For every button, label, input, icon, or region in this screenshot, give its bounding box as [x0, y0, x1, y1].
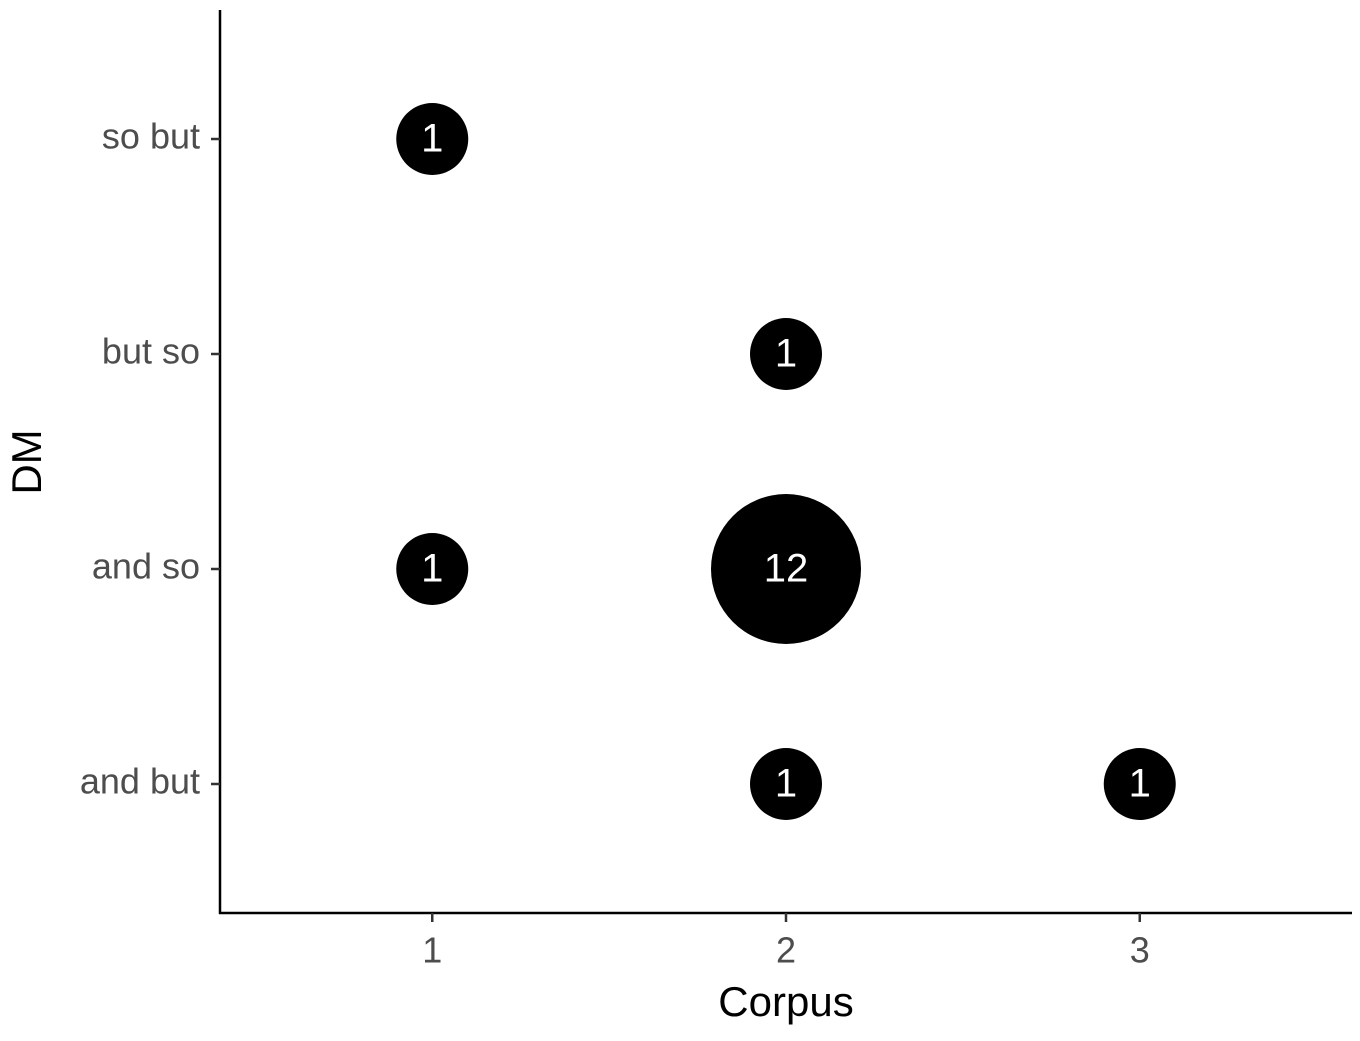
bubble [711, 494, 861, 644]
y-tick-label: and but [80, 761, 200, 802]
bubble [396, 533, 469, 605]
bubble-label: 1 [1129, 762, 1151, 806]
x-tick-label: 3 [1130, 930, 1150, 971]
bubble-label: 1 [421, 117, 443, 161]
bubble-label: 1 [421, 547, 443, 591]
bubble [750, 318, 822, 390]
y-axis-title: DM [3, 429, 50, 494]
x-tick-label: 2 [776, 930, 796, 971]
bubble [1103, 748, 1176, 820]
y-tick-label: so but [102, 116, 200, 157]
bubble [750, 748, 822, 820]
bubble-label: 1 [775, 762, 797, 806]
x-tick-label: 1 [422, 930, 442, 971]
y-tick-label: and so [92, 546, 200, 587]
x-axis-title: Corpus [718, 978, 853, 1025]
bubble [396, 103, 469, 175]
y-tick-label: but so [102, 331, 200, 372]
bubble-label: 1 [775, 332, 797, 376]
bubble-label: 12 [764, 547, 809, 591]
